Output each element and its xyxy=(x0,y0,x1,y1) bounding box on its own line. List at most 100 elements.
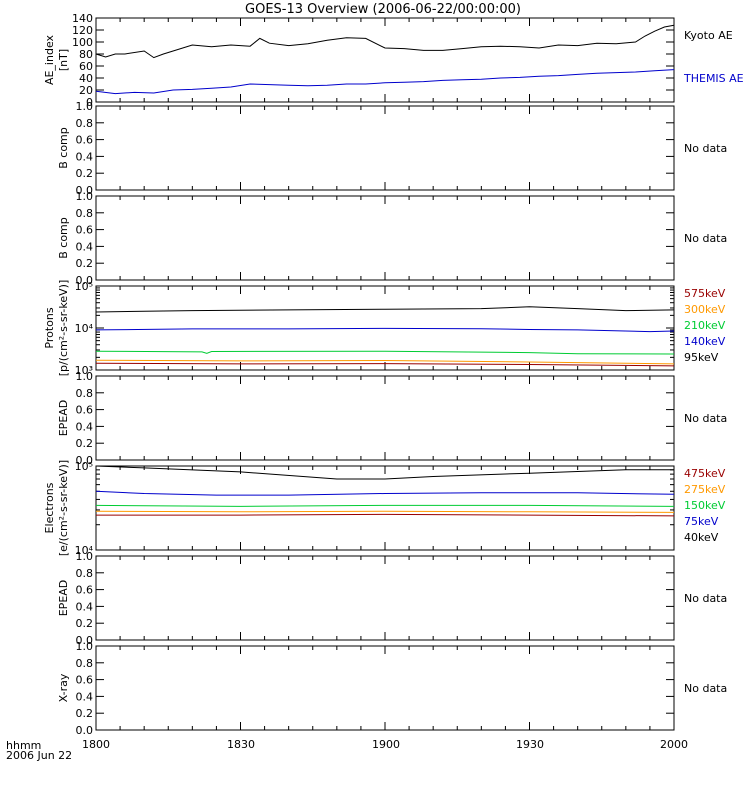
legend-entry: THEMIS AE xyxy=(683,72,744,85)
y-axis-label: [p/(cm²-s-sr-keV)] xyxy=(57,280,70,377)
y-tick-label: 80 xyxy=(79,48,93,61)
no-data-note: No data xyxy=(684,412,727,425)
y-tick-label: 0.4 xyxy=(76,690,94,703)
y-tick-label: 120 xyxy=(72,24,93,37)
time-axis: hhmm 2006 Jun 22 1800 1830 1900 1930 200… xyxy=(6,738,688,762)
y-tick-label: 0.6 xyxy=(76,584,94,597)
y-tick-label: 0.8 xyxy=(76,387,94,400)
panel-5: 10⁴ 10⁵ Electrons [e/(cm²-s-sr-keV)] 475keV 2… xyxy=(43,460,726,557)
y-tick-label: 0.0 xyxy=(76,634,94,647)
time-tick-label-3: 1930 xyxy=(516,738,544,751)
no-data-note: No data xyxy=(684,592,727,605)
no-data-note: No data xyxy=(684,682,727,695)
panel-frame xyxy=(95,195,675,281)
y-tick-label: 1.0 xyxy=(76,370,94,383)
series-line xyxy=(95,306,675,313)
series-line xyxy=(95,465,674,480)
series-line xyxy=(95,24,675,59)
y-axis-label: Electrons xyxy=(43,482,56,533)
figure-title: GOES-13 Overview (2006-06-22/00:00:00) xyxy=(245,2,521,17)
legend-entry: 300keV xyxy=(684,303,726,316)
series-line xyxy=(95,490,675,496)
series-line xyxy=(96,513,675,517)
panel-3: 10³ 10⁴ 10⁵ Protons [p/(cm²-s-sr-keV)] 575keV… xyxy=(43,280,726,377)
y-tick-label: 10⁴ xyxy=(75,544,94,557)
y-tick-label: 0.4 xyxy=(76,600,94,613)
y-tick-label: 1.0 xyxy=(76,190,94,203)
y-tick-label: 0.2 xyxy=(76,707,94,720)
series-line xyxy=(95,350,675,355)
panel-6: 0.0 0.2 0.4 0.6 0.8 1.0 EPEAD No data xyxy=(57,550,727,647)
y-tick-label: 0.8 xyxy=(76,567,94,580)
time-tick-label-0: 1800 xyxy=(82,738,110,751)
y-tick-label: 0.0 xyxy=(76,454,94,467)
panel-frame xyxy=(95,555,675,641)
y-axis-label: EPEAD xyxy=(57,580,70,617)
y-tick-label: 100 xyxy=(72,36,93,49)
y-tick-label: 0.0 xyxy=(76,184,94,197)
y-tick-label: 0 xyxy=(86,96,93,109)
legend-entry: 140keV xyxy=(684,335,726,348)
y-tick-label: 0.8 xyxy=(76,117,94,130)
panel-7: 0.0 0.2 0.4 0.6 0.8 1.0 X-ray No data xyxy=(57,640,727,737)
y-tick-label: 40 xyxy=(79,72,93,85)
y-tick-label: 0.8 xyxy=(76,207,94,220)
no-data-note: No data xyxy=(684,142,727,155)
y-tick-label: 0.2 xyxy=(76,257,94,270)
no-data-note: No data xyxy=(684,232,727,245)
y-tick-label: 0.2 xyxy=(76,167,94,180)
y-tick-label: 140 xyxy=(72,12,93,25)
time-tick-label-1: 1830 xyxy=(227,738,255,751)
y-axis-label: B comp xyxy=(57,127,70,169)
panel-frame xyxy=(95,645,675,731)
y-tick-label: 0.0 xyxy=(76,724,94,737)
y-axis-label: AE_index xyxy=(43,34,56,85)
time-axis-label-date: 2006 Jun 22 xyxy=(6,749,72,762)
legend-entry: 150keV xyxy=(684,499,726,512)
y-tick-label: 0.6 xyxy=(76,134,94,147)
y-tick-label: 0.4 xyxy=(76,150,94,163)
legend-entry: 75keV xyxy=(684,515,719,528)
time-tick-label-2: 1900 xyxy=(372,738,400,751)
y-tick-label: 60 xyxy=(79,60,93,73)
y-tick-label: 0.4 xyxy=(76,240,94,253)
y-tick-label: 20 xyxy=(79,84,93,97)
y-tick-label: 0.8 xyxy=(76,657,94,670)
y-tick-label: 0.6 xyxy=(76,674,94,687)
series-line xyxy=(95,69,675,95)
y-axis-label: [e/(cm²-s-sr-keV)] xyxy=(57,460,70,556)
y-tick-label: 0.2 xyxy=(76,437,94,450)
series-line xyxy=(95,510,675,513)
panel-1: 0.0 0.2 0.4 0.6 0.8 1.0 B comp No data xyxy=(57,100,727,197)
legend-entry: 575keV xyxy=(684,287,726,300)
y-tick-label: 0.0 xyxy=(76,274,94,287)
panel-frame xyxy=(95,105,675,191)
y-tick-label: 10⁴ xyxy=(75,322,94,335)
y-tick-label: 0.2 xyxy=(76,617,94,630)
y-tick-label: 10⁵ xyxy=(75,460,93,473)
legend-entry: 475keV xyxy=(684,467,726,480)
y-tick-label: 1.0 xyxy=(76,550,94,563)
y-tick-label: 10⁵ xyxy=(75,280,93,293)
legend-entry: 95keV xyxy=(684,351,719,364)
series-line xyxy=(95,362,675,367)
y-axis-label: B comp xyxy=(57,217,70,259)
time-tick-label-4: 2000 xyxy=(660,738,688,751)
y-axis-label: [nT] xyxy=(57,49,70,71)
y-axis-label: EPEAD xyxy=(57,400,70,437)
y-axis-label: X-ray xyxy=(57,673,70,702)
y-tick-label: 0.6 xyxy=(76,404,94,417)
legend-entry: 40keV xyxy=(684,531,719,544)
y-tick-label: 1.0 xyxy=(76,100,94,113)
series-line xyxy=(95,504,675,507)
y-tick-label: 0.6 xyxy=(76,224,94,237)
y-tick-label: 0.4 xyxy=(76,420,94,433)
panel-2: 0.0 0.2 0.4 0.6 0.8 1.0 B comp No data xyxy=(57,190,727,287)
legend-entry: 210keV xyxy=(684,319,726,332)
legend-entry: 275keV xyxy=(684,483,726,496)
series-line xyxy=(95,327,675,333)
panel-4: 0.0 0.2 0.4 0.6 0.8 1.0 EPEAD No data xyxy=(57,370,727,467)
